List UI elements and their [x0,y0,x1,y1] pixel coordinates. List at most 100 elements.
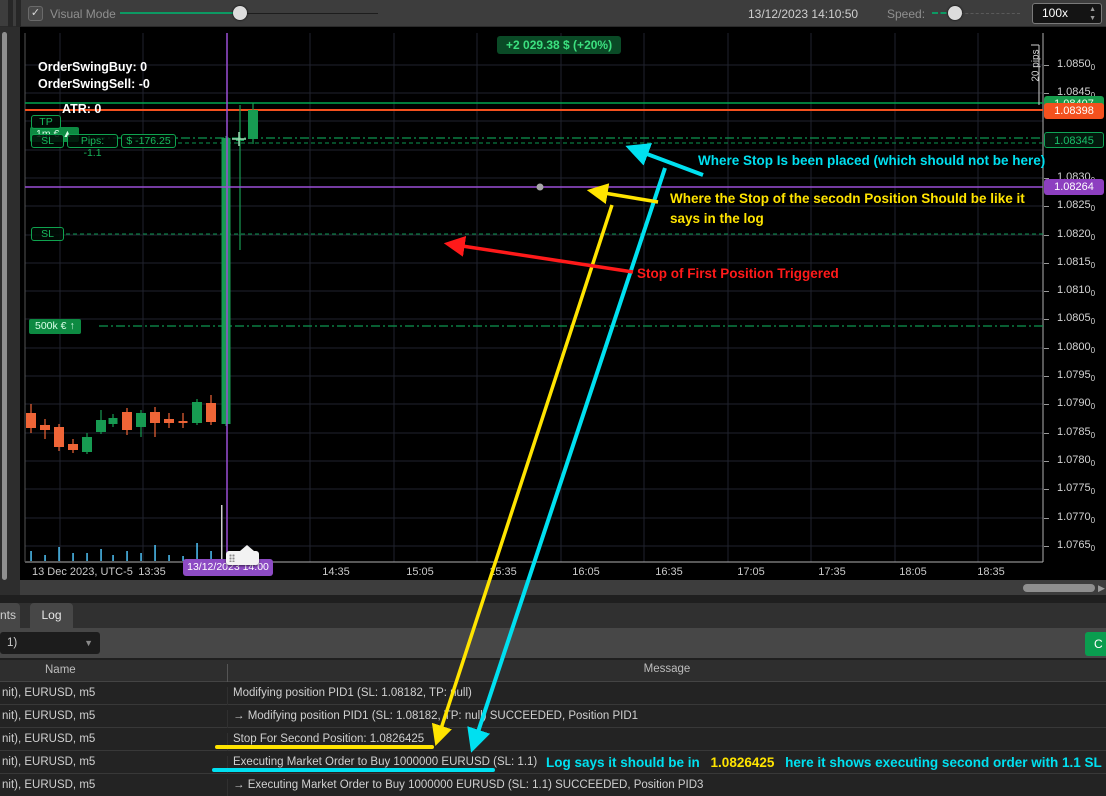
candle-body [136,413,146,427]
price-value: 1.0850 [1057,58,1091,70]
tab-log[interactable]: Log [30,603,73,628]
log-cell-message: Stop For Second Position: 1.0826425 [227,733,424,751]
timezone-label: 13 Dec 2023, UTC-5 [32,566,133,578]
sl-usd-label: $ -176.25 [121,134,176,148]
volume-tick [168,555,170,561]
note-log-comparison: Log says it should be in 1.0826425 here … [546,755,1106,770]
price-badge-1.08398: 1.08398 [1044,103,1104,119]
replay-drag-handle[interactable] [226,545,259,565]
bot-instance-dropdown[interactable]: 1) ▼ [0,632,100,654]
volume-tick [58,547,60,561]
window-edge-notch [8,0,13,27]
atr-text: ATR: 0 [62,102,102,116]
price-value: 1.0845 [1057,86,1091,98]
price-tick-label: 1.07850 [1057,426,1096,440]
volume-level-badge: 500k € ↑ [29,319,81,334]
price-subdigit: 0 [1090,204,1096,213]
log-table-row[interactable]: nit), EURUSD, m5 → Modifying position PID… [0,705,1106,728]
speed-slider-track[interactable] [932,12,955,14]
price-subdigit: 0 [1090,487,1096,496]
order-swing-sell-text: OrderSwingSell: -0 [38,77,150,91]
chart-hscrollbar[interactable]: ▶ [20,580,1106,595]
log-table-row[interactable]: nit), EURUSD, m5 Modifying position PID1 … [0,682,1106,705]
log-cell-message: Modifying position PID1 (SL: 1.08182, TP… [227,687,472,705]
price-value: 1.0810 [1057,284,1091,296]
speed-label: Speed: [887,7,926,21]
time-tick-label: 14:35 [322,566,350,578]
price-subdigit: 0 [1090,289,1096,298]
visual-mode-checkbox[interactable]: ✓ [28,6,43,21]
progress-slider-track[interactable] [120,12,240,14]
candle-body [221,138,231,424]
volume-tick [72,553,74,561]
price-chart[interactable] [20,27,1106,580]
price-badge-1.08345: 1.08345 [1044,132,1104,148]
price-tickmark [1044,65,1049,66]
price-subdigit: 0 [1090,233,1096,242]
candle-body [108,418,118,424]
speed-multiplier-spinner[interactable]: 100x ▲ ▼ [1032,3,1102,24]
speed-slider-thumb[interactable] [948,6,962,20]
price-value: 1.0800 [1057,341,1091,353]
left-scroll-rail [0,27,20,595]
log-table-row[interactable]: nit), EURUSD, m5 Stop For Second Position… [0,728,1106,751]
price-tick-label: 1.08100 [1057,284,1096,298]
candle-body [192,402,202,423]
price-tickmark [1044,489,1049,490]
note-stop-triggered: Stop of First Position Triggered [637,266,839,281]
sl-pips-label: Pips: -1.1 [67,134,118,159]
price-tickmark [1044,433,1049,434]
price-value: 1.0765 [1057,539,1091,551]
volume-tick [30,551,32,561]
scroll-right-icon[interactable]: ▶ [1098,583,1105,593]
price-value: 1.0780 [1057,454,1091,466]
clear-log-button[interactable]: C [1085,632,1106,656]
tab-events-partial[interactable]: nts [0,603,20,628]
volume-tick [100,549,102,561]
price-subdigit: 0 [1090,346,1096,355]
price-value: 1.0795 [1057,369,1091,381]
price-subdigit: 0 [1090,317,1096,326]
price-tick-label: 1.07900 [1057,397,1095,411]
log-cell-message: → Modifying position PID1 (SL: 1.08182, … [227,710,638,728]
time-tick-label: 16:35 [655,566,683,578]
volume-tick [154,545,156,561]
spinner-arrows-icon[interactable]: ▲ ▼ [1089,6,1096,22]
log-cell-message: → Executing Market Order to Buy 1000000 … [227,779,703,796]
toolbar: ✓ Visual Mode 13/12/2023 14:10:50 Speed:… [0,0,1106,27]
speed-slider-track[interactable] [955,13,1020,14]
note-log-part2: here it shows executing second order wit… [785,755,1102,770]
price-tick-label: 1.08450 [1057,86,1095,100]
volume-tick [126,551,128,561]
price-value: 1.0785 [1057,426,1091,438]
price-subdigit: 0 [1090,431,1096,440]
volume-tick [210,551,212,561]
price-tick-label: 1.08150 [1057,256,1095,270]
candle-body [150,412,160,423]
visual-mode-label: Visual Mode [50,7,116,21]
log-controls: 1) ▼ C [0,628,1106,658]
price-tick-label: 1.07950 [1057,369,1095,383]
progress-slider-track[interactable] [240,13,378,14]
time-tick-label: 15:35 [489,566,517,578]
progress-slider-thumb[interactable] [233,6,247,20]
log-table-row[interactable]: nit), EURUSD, m5 → Executing Market Order… [0,774,1106,796]
hscrollbar-thumb[interactable] [1023,584,1095,592]
sl-label: SL [31,134,64,148]
volume-tick [140,553,142,561]
price-tickmark [1044,518,1049,519]
time-tick-label: 18:05 [899,566,927,578]
time-tick-label: 17:35 [818,566,846,578]
column-message: Message [227,663,1106,682]
candle-body [178,421,188,423]
price-tick-label: 1.07750 [1057,482,1096,496]
price-tick-label: 1.08500 [1057,58,1095,72]
log-cell-name: nit), EURUSD, m5 [2,779,96,791]
log-cell-message: Executing Market Order to Buy 1000000 EU… [227,756,537,774]
price-tick-label: 1.08250 [1057,199,1096,213]
vertical-scrollbar-thumb[interactable] [2,32,7,580]
log-table-header: Name Message [0,660,1106,682]
price-value: 1.0775 [1057,482,1091,494]
price-tick-label: 1.07800 [1057,454,1095,468]
